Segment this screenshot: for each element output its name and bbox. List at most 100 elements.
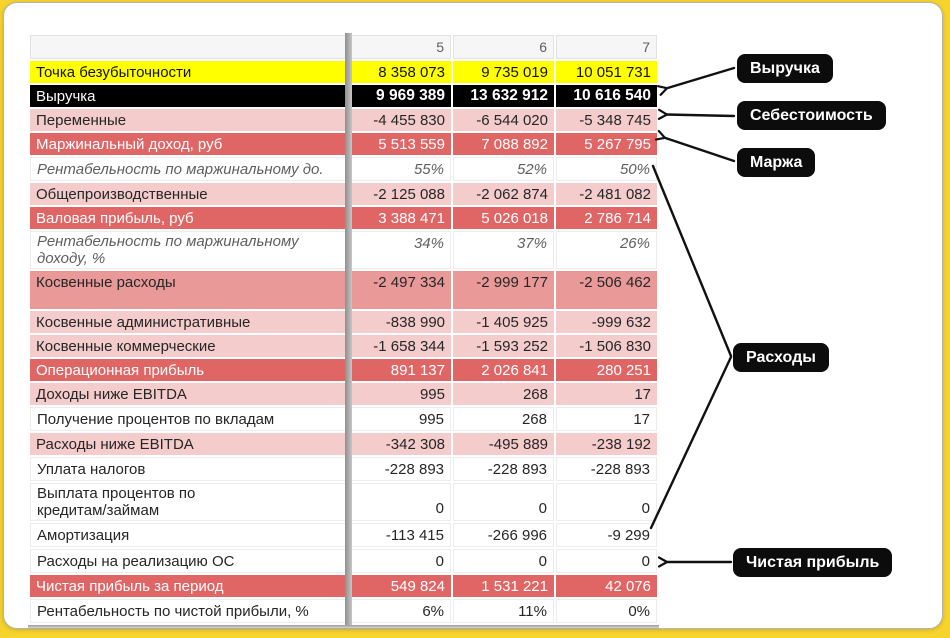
value-cell[interactable]: 10 051 731 xyxy=(556,61,657,83)
value-cell[interactable]: -2 497 334 xyxy=(350,271,451,309)
value-cell[interactable]: 17 xyxy=(556,407,657,431)
value-cell[interactable]: -113 415 xyxy=(350,523,451,547)
callout-net-profit: Чистая прибыль xyxy=(733,548,893,578)
value-cell[interactable]: -1 405 925 xyxy=(453,311,554,333)
table-row: Выручка 9 969 389 13 632 912 10 616 540 xyxy=(30,85,657,107)
value-cell[interactable]: 11% xyxy=(453,599,554,623)
value-cell[interactable]: -238 192 xyxy=(556,433,657,455)
value-cell[interactable]: -228 893 xyxy=(556,457,657,481)
row-label-cell[interactable]: Уплата налогов xyxy=(30,457,348,481)
value-cell[interactable]: -495 889 xyxy=(453,433,554,455)
row-label-cell[interactable]: Чистая прибыль за период xyxy=(30,575,348,597)
value-cell[interactable]: 995 xyxy=(350,383,451,405)
table-row: Выплата процентов по кредитам/займам 0 0 0 xyxy=(30,483,657,521)
value-cell[interactable]: 0 xyxy=(350,549,451,573)
row-label-cell[interactable]: Косвенные коммерческие xyxy=(30,335,348,357)
row-label-cell[interactable]: Точка безубыточности xyxy=(30,61,348,83)
value-cell[interactable]: 42 076 xyxy=(556,575,657,597)
row-label-cell[interactable]: Рентабельность по маржинальному доходу, … xyxy=(30,231,348,269)
row-label-cell[interactable]: Доходы ниже EBITDA xyxy=(30,383,348,405)
row-label-cell[interactable]: Валовая прибыль, руб xyxy=(30,207,348,229)
value-cell[interactable]: -4 455 830 xyxy=(350,109,451,131)
value-cell[interactable]: 891 137 xyxy=(350,359,451,381)
value-cell[interactable]: -5 348 745 xyxy=(556,109,657,131)
column-header-cell[interactable]: 5 xyxy=(350,35,451,59)
value-cell[interactable]: 1 531 221 xyxy=(453,575,554,597)
table-bottom-shadow xyxy=(28,625,659,630)
value-cell[interactable]: 26% xyxy=(556,231,657,269)
value-cell[interactable]: -999 632 xyxy=(556,311,657,333)
value-cell[interactable]: -228 893 xyxy=(350,457,451,481)
row-label-cell[interactable]: Косвенные административные xyxy=(30,311,348,333)
table-row: Валовая прибыль, руб 3 388 471 5 026 018 2 … xyxy=(30,207,657,229)
row-label-cell[interactable]: Рентабельность по чистой прибыли, % xyxy=(30,599,348,623)
row-label-cell[interactable]: Амортизация xyxy=(30,523,348,547)
table-body: Точка безубыточности 8 358 073 9 735 019 10… xyxy=(30,61,657,623)
value-cell[interactable]: 10 616 540 xyxy=(556,85,657,107)
value-cell[interactable]: 17 xyxy=(556,383,657,405)
value-cell[interactable]: 13 632 912 xyxy=(453,85,554,107)
value-cell[interactable]: -266 996 xyxy=(453,523,554,547)
value-cell[interactable]: 3 388 471 xyxy=(350,207,451,229)
value-cell[interactable]: 5 267 795 xyxy=(556,133,657,155)
value-cell[interactable]: -1 506 830 xyxy=(556,335,657,357)
value-cell[interactable]: 5 026 018 xyxy=(453,207,554,229)
row-label-cell[interactable]: Маржинальный доход, руб xyxy=(30,133,348,155)
value-cell[interactable]: 2 786 714 xyxy=(556,207,657,229)
table-row: Рентабельность по маржинальному до. 55% 52… xyxy=(30,157,657,181)
table-row: Переменные -4 455 830 -6 544 020 -5 348 745 xyxy=(30,109,657,131)
value-cell[interactable]: 6% xyxy=(350,599,451,623)
value-cell[interactable]: -1 593 252 xyxy=(453,335,554,357)
row-label-cell[interactable]: Расходы на реализацию ОС xyxy=(30,549,348,573)
value-cell[interactable]: 37% xyxy=(453,231,554,269)
value-cell[interactable]: -9 299 xyxy=(556,523,657,547)
column-header-cell[interactable]: 6 xyxy=(453,35,554,59)
value-cell[interactable]: -228 893 xyxy=(453,457,554,481)
value-cell[interactable]: -2 999 177 xyxy=(453,271,554,309)
column-header-cell[interactable]: 7 xyxy=(556,35,657,59)
value-cell[interactable]: 7 088 892 xyxy=(453,133,554,155)
value-cell[interactable]: 9 969 389 xyxy=(350,85,451,107)
table-row: Амортизация -113 415 -266 996 -9 299 xyxy=(30,523,657,547)
header-corner-cell[interactable] xyxy=(30,35,348,59)
row-label-cell[interactable]: Расходы ниже EBITDA xyxy=(30,433,348,455)
value-cell[interactable]: 0% xyxy=(556,599,657,623)
value-cell[interactable]: -1 658 344 xyxy=(350,335,451,357)
value-cell[interactable]: 0 xyxy=(556,483,657,521)
row-label-cell[interactable]: Выплата процентов по кредитам/займам xyxy=(30,483,348,521)
callout-margin: Маржа xyxy=(737,148,816,178)
value-cell[interactable]: 268 xyxy=(453,407,554,431)
value-cell[interactable]: -838 990 xyxy=(350,311,451,333)
row-label-cell[interactable]: Выручка xyxy=(30,85,348,107)
row-label-cell[interactable]: Переменные xyxy=(30,109,348,131)
table-row: Рентабельность по маржинальному доходу, … xyxy=(30,231,657,269)
value-cell[interactable]: -2 481 082 xyxy=(556,183,657,205)
value-cell[interactable]: 268 xyxy=(453,383,554,405)
value-cell[interactable]: 34% xyxy=(350,231,451,269)
value-cell[interactable]: 50% xyxy=(556,157,657,181)
value-cell[interactable]: 8 358 073 xyxy=(350,61,451,83)
value-cell[interactable]: 0 xyxy=(453,549,554,573)
value-cell[interactable]: 995 xyxy=(350,407,451,431)
value-cell[interactable]: 9 735 019 xyxy=(453,61,554,83)
row-label-cell[interactable]: Операционная прибыль xyxy=(30,359,348,381)
value-cell[interactable]: -6 544 020 xyxy=(453,109,554,131)
value-cell[interactable]: 280 251 xyxy=(556,359,657,381)
value-cell[interactable]: -2 125 088 xyxy=(350,183,451,205)
value-cell[interactable]: 55% xyxy=(350,157,451,181)
row-label-cell[interactable]: Косвенные расходы xyxy=(30,271,348,309)
row-label-cell[interactable]: Общепроизводственные xyxy=(30,183,348,205)
value-cell[interactable]: -2 062 874 xyxy=(453,183,554,205)
callout-revenue: Выручка xyxy=(737,54,833,84)
value-cell[interactable]: 5 513 559 xyxy=(350,133,451,155)
value-cell[interactable]: 549 824 xyxy=(350,575,451,597)
value-cell[interactable]: 52% xyxy=(453,157,554,181)
value-cell[interactable]: 0 xyxy=(350,483,451,521)
value-cell[interactable]: -342 308 xyxy=(350,433,451,455)
value-cell[interactable]: 0 xyxy=(556,549,657,573)
row-label-cell[interactable]: Получение процентов по вкладам xyxy=(30,407,348,431)
value-cell[interactable]: 2 026 841 xyxy=(453,359,554,381)
value-cell[interactable]: 0 xyxy=(453,483,554,521)
row-label-cell[interactable]: Рентабельность по маржинальному до. xyxy=(30,157,348,181)
value-cell[interactable]: -2 506 462 xyxy=(556,271,657,309)
